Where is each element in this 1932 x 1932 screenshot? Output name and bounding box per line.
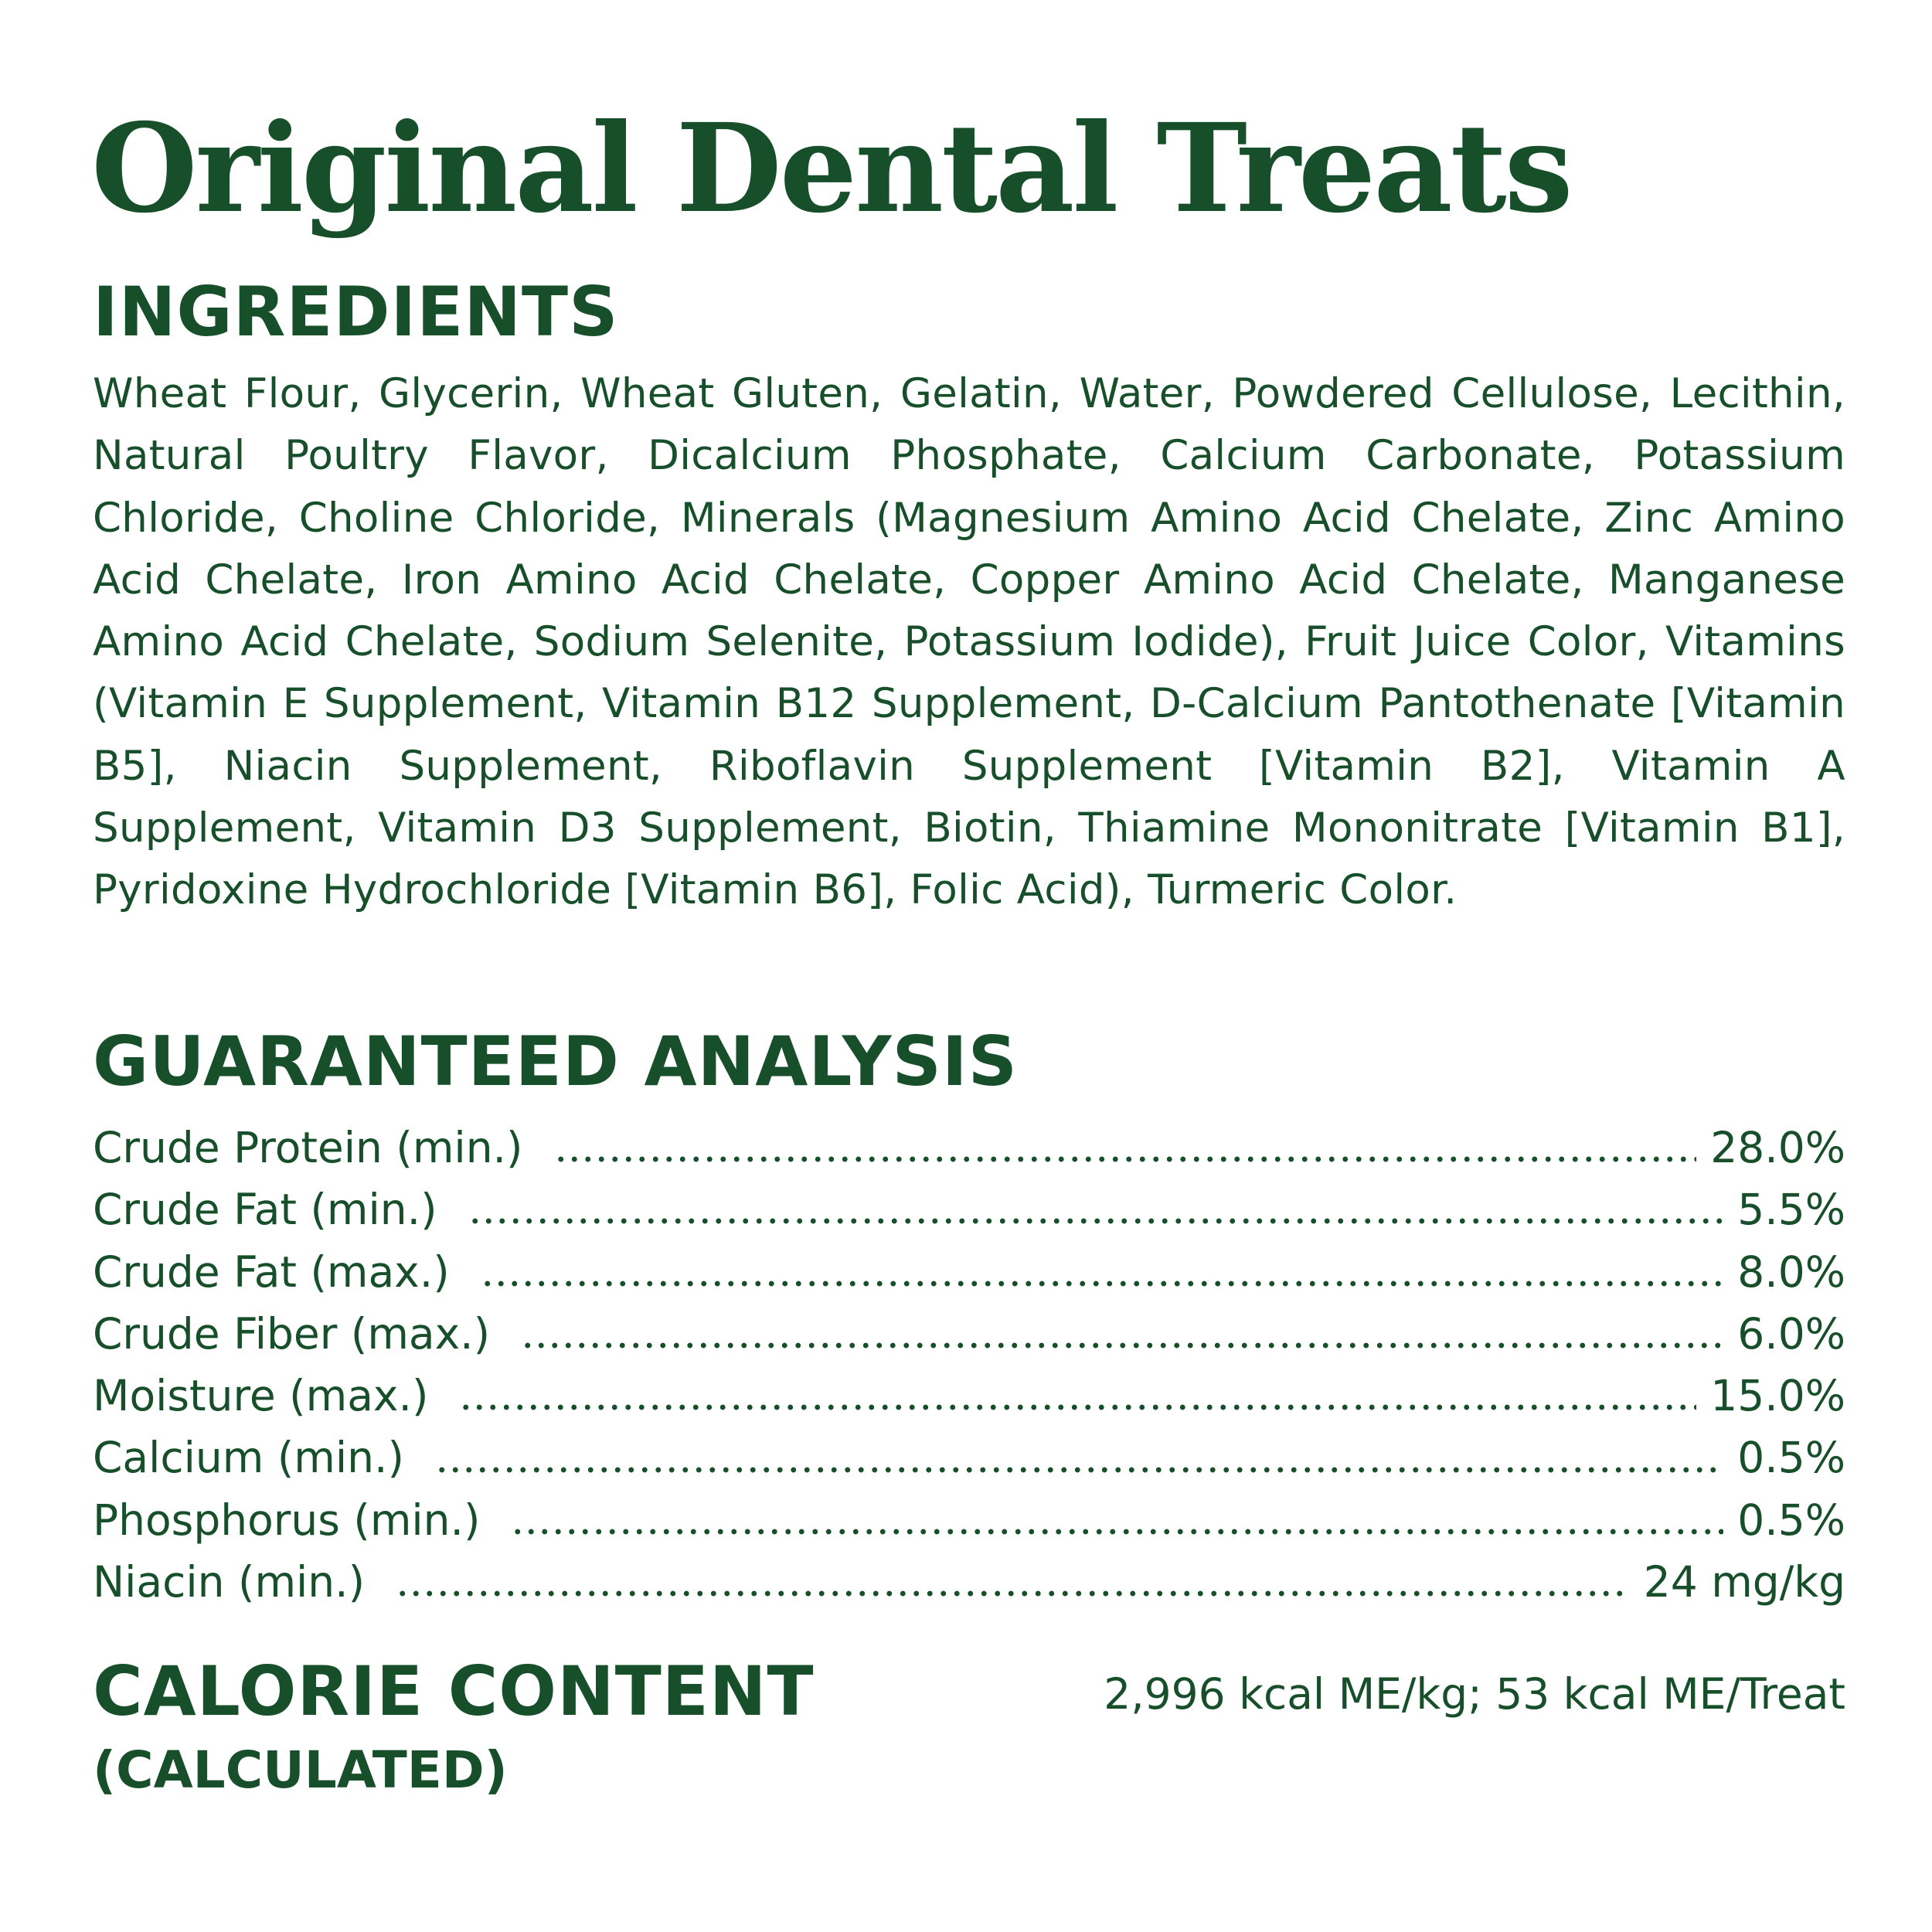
analysis-value: 5.5% [1737,1185,1845,1235]
analysis-label: Phosphorus (min.) [93,1495,481,1545]
dot-leader [511,1526,1724,1537]
analysis-value: 8.0% [1737,1247,1845,1297]
analysis-value: 6.0% [1737,1308,1845,1359]
dot-leader [480,1277,1724,1289]
ingredients-text: Wheat Flour, Glycerin, Wheat Gluten, Gel… [93,370,1845,914]
analysis-row: Moisture (max.) 15.0% [93,1365,1845,1427]
dot-leader [553,1154,1697,1165]
analysis-row: Crude Fat (max.) 8.0% [93,1241,1845,1303]
guaranteed-analysis-heading: GUARANTEED ANALYSIS [93,1022,1018,1101]
analysis-label: Crude Fat (max.) [93,1247,450,1297]
analysis-row: Phosphorus (min.) 0.5% [93,1489,1845,1551]
dot-leader [396,1588,1630,1600]
analysis-label: Crude Fiber (max.) [93,1308,491,1359]
dot-leader [459,1402,1697,1413]
calorie-content-value: 2,996 kcal ME/kg; 53 kcal ME/Treat [1104,1669,1845,1719]
analysis-value: 0.5% [1737,1495,1845,1545]
analysis-row: Niacin (min.) 24 mg/kg [93,1551,1845,1613]
analysis-value: 15.0% [1710,1371,1845,1421]
analysis-row: Crude Fiber (max.) 6.0% [93,1303,1845,1365]
analysis-row: Calcium (min.) 0.5% [93,1427,1845,1488]
analysis-value: 28.0% [1710,1123,1845,1172]
calorie-content-subheading: (CALCULATED) [93,1740,508,1800]
analysis-table: Crude Protein (min.) 28.0% Crude Fat (min… [93,1117,1845,1613]
ingredients-heading: INGREDIENTS [93,272,619,352]
dot-leader [468,1216,1724,1227]
analysis-value: 0.5% [1737,1433,1845,1483]
analysis-label: Crude Protein (min.) [93,1123,523,1172]
analysis-label: Moisture (max.) [93,1371,429,1421]
dot-leader [521,1340,1724,1352]
analysis-label: Calcium (min.) [93,1433,404,1483]
analysis-row: Crude Fat (min.) 5.5% [93,1179,1845,1240]
calorie-content-heading: CALORIE CONTENT [93,1651,815,1731]
analysis-label: Crude Fat (min.) [93,1185,437,1235]
dot-leader [434,1464,1724,1475]
analysis-row: Crude Protein (min.) 28.0% [93,1117,1845,1179]
page-title: Original Dental Treats [91,97,1573,240]
analysis-label: Niacin (min.) [93,1557,366,1607]
analysis-value: 24 mg/kg [1643,1557,1845,1607]
